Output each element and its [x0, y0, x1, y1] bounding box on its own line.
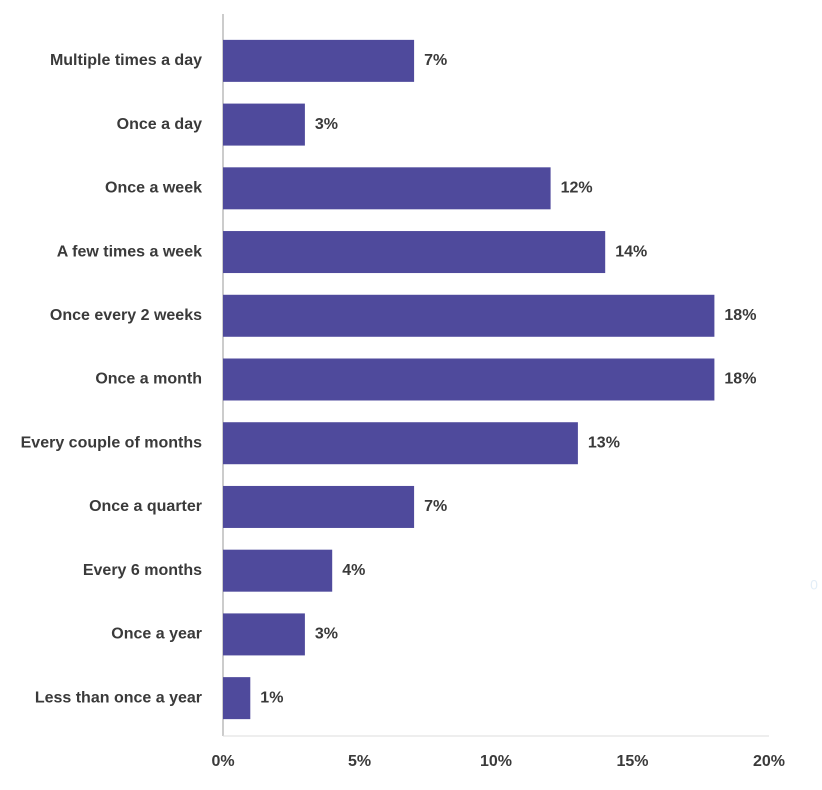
x-tick-label: 20% [753, 753, 785, 770]
y-tick-label: Multiple times a day [50, 52, 202, 69]
y-tick-label: Once a quarter [89, 498, 202, 515]
y-tick-label: A few times a week [57, 243, 202, 260]
y-tick-label: Every couple of months [21, 434, 202, 451]
value-label: 14% [615, 243, 647, 260]
x-tick-label: 10% [480, 753, 512, 770]
y-tick-label: Once a week [105, 180, 202, 197]
annotation: 0 [810, 577, 818, 593]
y-tick-label: Less than once a year [35, 689, 202, 706]
y-tick-label: Once a day [117, 116, 202, 133]
value-label: 4% [342, 562, 365, 579]
value-label: 18% [724, 371, 756, 388]
bar [223, 294, 715, 337]
bar [223, 677, 251, 720]
bar [223, 422, 578, 465]
value-label: 3% [315, 116, 338, 133]
y-tick-label: Once a month [95, 371, 202, 388]
bar [223, 231, 606, 274]
bar [223, 485, 415, 528]
bar [223, 613, 305, 656]
x-tick-label: 15% [616, 753, 648, 770]
bar [223, 549, 333, 592]
value-label: 1% [260, 689, 283, 706]
y-tick-label: Once a year [111, 626, 202, 643]
value-label: 13% [588, 434, 620, 451]
y-tick-label: Once every 2 weeks [50, 307, 202, 324]
value-label: 18% [724, 307, 756, 324]
y-tick-label: Every 6 months [83, 562, 202, 579]
value-label: 7% [424, 498, 447, 515]
value-label: 7% [424, 52, 447, 69]
bar [223, 167, 551, 210]
value-label: 3% [315, 626, 338, 643]
value-label: 12% [561, 180, 593, 197]
x-tick-label: 0% [211, 753, 234, 770]
bar [223, 358, 715, 401]
x-tick-label: 5% [348, 753, 371, 770]
bar [223, 103, 305, 146]
bar [223, 39, 415, 82]
